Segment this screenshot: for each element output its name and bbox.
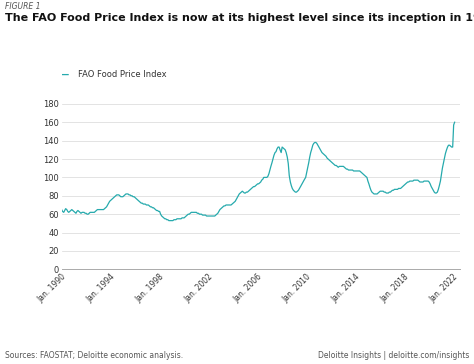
Text: Deloitte Insights | deloitte.com/insights: Deloitte Insights | deloitte.com/insight… <box>318 351 469 360</box>
Text: Sources: FAOSTAT; Deloitte economic analysis.: Sources: FAOSTAT; Deloitte economic anal… <box>5 351 183 360</box>
Text: The FAO Food Price Index is now at its highest level since its inception in 1990: The FAO Food Price Index is now at its h… <box>5 13 474 23</box>
Text: FAO Food Price Index: FAO Food Price Index <box>78 70 167 79</box>
Text: FIGURE 1: FIGURE 1 <box>5 2 40 11</box>
Text: —: — <box>62 70 68 80</box>
